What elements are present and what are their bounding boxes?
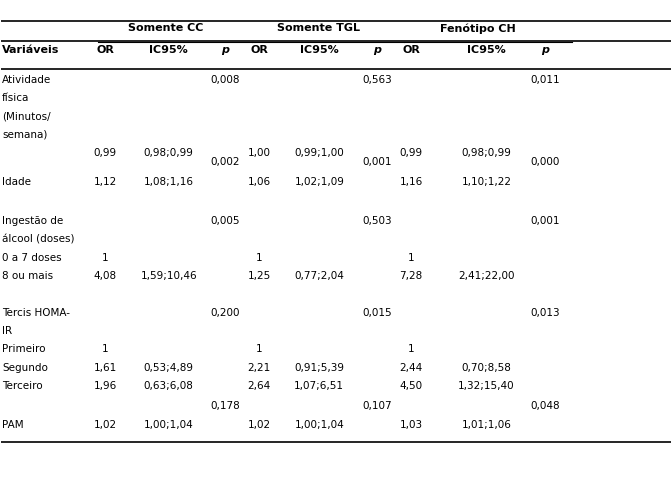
Text: 1,06: 1,06 (247, 177, 271, 187)
Text: p: p (541, 45, 549, 55)
Text: 1,25: 1,25 (247, 271, 271, 281)
Text: Tercis HOMA-: Tercis HOMA- (2, 308, 70, 318)
Text: semana): semana) (2, 130, 48, 139)
Text: OR: OR (250, 45, 268, 55)
Text: 1,61: 1,61 (93, 363, 117, 373)
Text: 0,002: 0,002 (211, 157, 241, 166)
Text: 2,44: 2,44 (399, 363, 423, 373)
Text: 0 a 7 doses: 0 a 7 doses (2, 253, 62, 263)
Text: 1: 1 (101, 253, 108, 263)
Text: 4,08: 4,08 (93, 271, 117, 281)
Text: 0,000: 0,000 (530, 157, 560, 166)
Text: IC95%: IC95% (300, 45, 339, 55)
Text: p: p (222, 45, 230, 55)
Text: 1,16: 1,16 (399, 177, 423, 187)
Text: p: p (374, 45, 382, 55)
Text: OR: OR (402, 45, 420, 55)
Text: 0,99;1,00: 0,99;1,00 (294, 148, 344, 158)
Text: 0,91;5,39: 0,91;5,39 (294, 363, 344, 373)
Text: 0,99: 0,99 (93, 148, 117, 158)
Text: 0,178: 0,178 (211, 401, 241, 411)
Text: 1,02: 1,02 (93, 420, 117, 431)
Text: 1,10;1,22: 1,10;1,22 (462, 177, 511, 187)
Text: 8 ou mais: 8 ou mais (2, 271, 53, 281)
Text: 0,563: 0,563 (363, 75, 392, 84)
Text: 0,503: 0,503 (363, 216, 392, 226)
Text: Ingestão de: Ingestão de (2, 216, 63, 226)
Text: 0,53;4,89: 0,53;4,89 (144, 363, 194, 373)
Text: IC95%: IC95% (467, 45, 506, 55)
Text: 0,048: 0,048 (530, 401, 560, 411)
Text: 2,64: 2,64 (247, 381, 271, 391)
Text: Primeiro: Primeiro (2, 345, 46, 355)
Text: 1,02: 1,02 (247, 420, 271, 431)
Text: 1: 1 (256, 345, 262, 355)
Text: 0,001: 0,001 (363, 157, 392, 166)
Text: 0,98;0,99: 0,98;0,99 (144, 148, 194, 158)
Text: 1,32;15,40: 1,32;15,40 (458, 381, 515, 391)
Text: 1,07;6,51: 1,07;6,51 (294, 381, 344, 391)
Text: 7,28: 7,28 (399, 271, 423, 281)
Text: 0,98;0,99: 0,98;0,99 (462, 148, 511, 158)
Text: (Minutos/: (Minutos/ (2, 111, 50, 121)
Text: 1,01;1,06: 1,01;1,06 (462, 420, 511, 431)
Text: 1,12: 1,12 (93, 177, 117, 187)
Text: 1: 1 (408, 345, 414, 355)
Text: 0,005: 0,005 (211, 216, 241, 226)
Text: Somente CC: Somente CC (128, 24, 203, 33)
Text: Terceiro: Terceiro (2, 381, 43, 391)
Text: 0,70;8,58: 0,70;8,58 (462, 363, 511, 373)
Text: PAM: PAM (2, 420, 24, 431)
Text: 1,02;1,09: 1,02;1,09 (294, 177, 344, 187)
Text: 0,001: 0,001 (530, 216, 560, 226)
Text: 2,21: 2,21 (247, 363, 271, 373)
Text: 4,50: 4,50 (399, 381, 423, 391)
Text: Variáveis: Variáveis (2, 45, 59, 55)
Text: álcool (doses): álcool (doses) (2, 235, 75, 245)
Text: Segundo: Segundo (2, 363, 48, 373)
Text: 0,63;6,08: 0,63;6,08 (144, 381, 194, 391)
Text: 1,00: 1,00 (247, 148, 271, 158)
Text: Idade: Idade (2, 177, 31, 187)
Text: 1: 1 (256, 253, 262, 263)
Text: 2,41;22,00: 2,41;22,00 (458, 271, 515, 281)
Text: Atividade: Atividade (2, 75, 51, 84)
Text: OR: OR (96, 45, 114, 55)
Text: IC95%: IC95% (149, 45, 188, 55)
Text: 1,00;1,04: 1,00;1,04 (144, 420, 194, 431)
Text: 1,00;1,04: 1,00;1,04 (294, 420, 344, 431)
Text: 0,99: 0,99 (399, 148, 423, 158)
Text: 0,200: 0,200 (211, 308, 241, 318)
Text: 1: 1 (408, 253, 414, 263)
Text: Fenótipo CH: Fenótipo CH (440, 24, 515, 34)
Text: 0,008: 0,008 (211, 75, 241, 84)
Text: 0,011: 0,011 (530, 75, 560, 84)
Text: Somente TGL: Somente TGL (277, 24, 360, 33)
Text: 1,59;10,46: 1,59;10,46 (140, 271, 197, 281)
Text: IR: IR (2, 326, 12, 336)
Text: 0,015: 0,015 (363, 308, 392, 318)
Text: 0,107: 0,107 (363, 401, 392, 411)
Text: 1: 1 (101, 345, 108, 355)
Text: física: física (2, 93, 30, 103)
Text: 1,08;1,16: 1,08;1,16 (144, 177, 194, 187)
Text: 0,013: 0,013 (530, 308, 560, 318)
Text: 1,96: 1,96 (93, 381, 117, 391)
Text: 0,77;2,04: 0,77;2,04 (294, 271, 344, 281)
Text: 1,03: 1,03 (399, 420, 423, 431)
